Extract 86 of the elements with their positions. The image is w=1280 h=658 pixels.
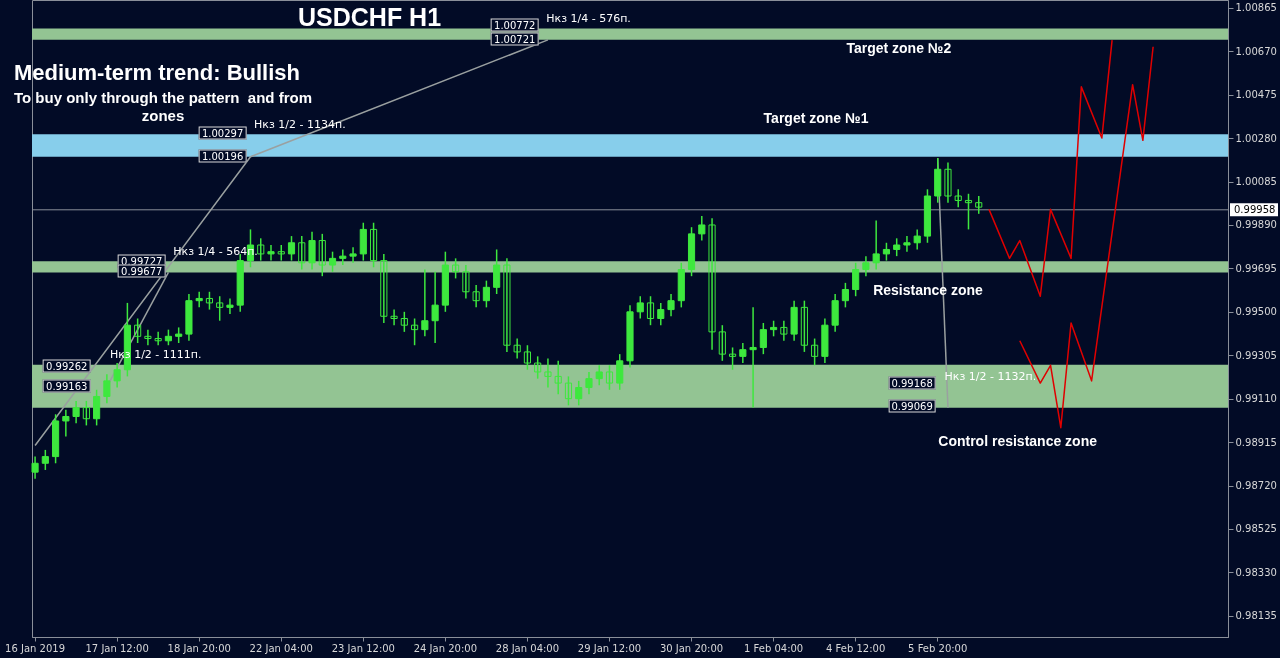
candlestick	[298, 235, 306, 271]
candlestick	[564, 375, 573, 407]
candlestick	[811, 337, 819, 367]
y-tick-label: 0.98330	[1235, 566, 1277, 578]
y-tick-label: 0.99695	[1235, 262, 1277, 274]
candlestick	[226, 297, 234, 315]
annotation: 1.00196	[198, 149, 247, 163]
candlestick	[400, 311, 408, 333]
candlestick	[513, 337, 521, 360]
y-tick-label: 1.00280	[1235, 132, 1277, 144]
y-tick-label: 0.98915	[1235, 436, 1277, 448]
candlestick	[216, 295, 224, 322]
y-tick-label: 0.99110	[1235, 393, 1277, 405]
x-tick-label: 1 Feb 04:00	[743, 642, 804, 654]
candlestick	[554, 360, 562, 395]
y-tick-label: 1.00865	[1235, 2, 1277, 14]
candlestick	[257, 237, 265, 262]
candlestick	[339, 248, 347, 266]
annotation: 0.99069	[888, 399, 936, 413]
annotation: Target zone №2	[846, 40, 952, 56]
candlestick	[954, 188, 962, 208]
candlestick	[462, 264, 470, 300]
candlestick	[349, 246, 357, 264]
candlestick	[82, 400, 90, 427]
annotation: Нкз 1/2 - 1132п.	[944, 369, 1037, 383]
annotation: Control resistance zone	[938, 433, 1097, 449]
annotation: 0.99163	[43, 379, 91, 393]
candlestick	[503, 257, 511, 353]
candlestick	[287, 235, 296, 262]
x-tick-label: 5 Feb 20:00	[908, 642, 968, 654]
annotation: 1.00721	[491, 32, 539, 46]
candlestick	[780, 319, 788, 342]
x-tick-label: 29 Jan 12:00	[577, 642, 642, 654]
y-tick-label: 0.98720	[1235, 480, 1277, 492]
candlestick	[729, 346, 737, 371]
candlestick	[369, 221, 378, 269]
x-tick-label: 17 Jan 12:00	[85, 642, 149, 654]
candlestick	[380, 253, 388, 324]
annotation: Target zone №1	[763, 110, 869, 126]
candlestick	[523, 344, 531, 371]
x-tick-label: 16 Jan 2019	[5, 642, 66, 654]
x-tick-label: 24 Jan 20:00	[413, 642, 478, 654]
candlestick	[534, 355, 542, 380]
ref-line-label: 0.99958	[1234, 203, 1276, 215]
y-tick-label: 1.00085	[1235, 176, 1277, 188]
candlestick	[267, 244, 275, 262]
candlestick	[318, 233, 326, 277]
annotation: 1.00772	[491, 18, 539, 32]
y-tick-label: 1.00475	[1235, 89, 1277, 101]
y-tick-label: 0.98525	[1235, 523, 1277, 535]
x-tick-label: 4 Feb 12:00	[826, 642, 886, 654]
annotation: 1.00297	[198, 126, 247, 140]
candlestick	[944, 161, 952, 204]
candlestick	[718, 324, 726, 362]
annotation: 0.99727	[118, 254, 166, 268]
candlestick	[62, 409, 70, 438]
candlestick	[472, 284, 480, 309]
annotation: 0.99262	[43, 359, 91, 373]
y-tick-label: 0.99305	[1235, 349, 1277, 361]
candlestick	[605, 364, 614, 391]
y-tick-label: 1.00670	[1235, 45, 1277, 57]
x-tick-label: 23 Jan 12:00	[331, 642, 395, 654]
y-tick-label: 0.99890	[1235, 219, 1277, 231]
x-tick-label: 18 Jan 20:00	[167, 642, 231, 654]
candlestick	[411, 317, 419, 346]
annotation: 0.99677	[118, 264, 166, 278]
annotation: Resistance zone	[873, 282, 983, 298]
candlestick	[113, 362, 121, 389]
candlestick	[708, 217, 716, 351]
candlestick	[800, 299, 808, 353]
x-tick-label: 22 Jan 04:00	[249, 642, 313, 654]
candlestick	[646, 295, 655, 326]
candlestick	[134, 317, 142, 344]
line-series	[988, 39, 1113, 297]
candlestick	[544, 357, 552, 389]
chart-title: USDCHF H1	[298, 3, 442, 32]
y-tick-label: 0.98135	[1235, 610, 1277, 622]
x-tick-label: 30 Jan 20:00	[659, 642, 724, 654]
text: Medium-term trend: Bullish	[14, 60, 301, 86]
candlestick	[452, 257, 460, 280]
y-tick-label: 0.99500	[1235, 306, 1277, 318]
candlestick	[903, 235, 911, 253]
x-tick-label: 28 Jan 04:00	[495, 642, 560, 654]
annotation: 0.99168	[888, 376, 936, 390]
annotation: Нкз 1/4 - 576п.	[546, 11, 631, 25]
candlestick	[698, 215, 706, 242]
